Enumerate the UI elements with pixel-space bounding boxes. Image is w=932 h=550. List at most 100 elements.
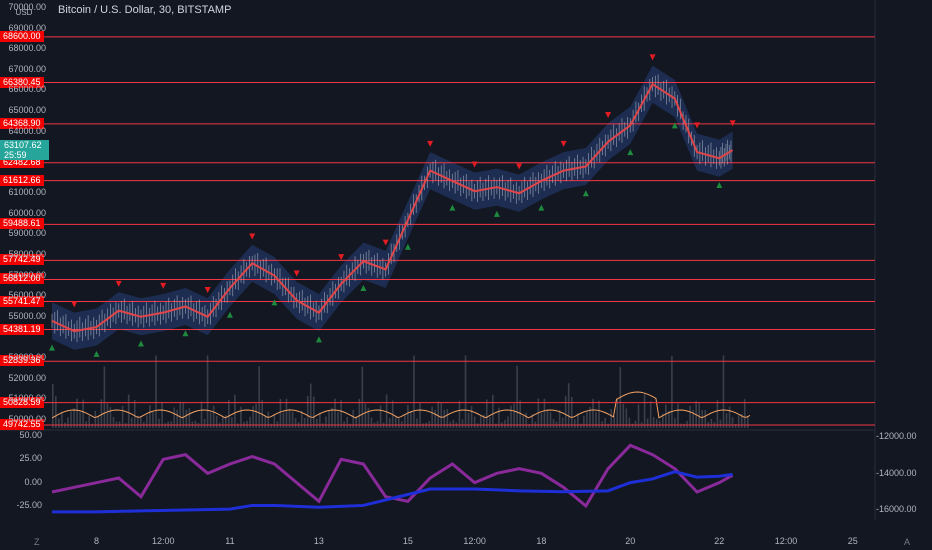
y-tick-label: 60000.00 (8, 207, 46, 218)
volume-bar (149, 405, 151, 428)
y-tick-label: 56000.00 (8, 290, 46, 301)
volume-bar (552, 419, 555, 428)
volume-bar (598, 400, 600, 428)
volume-bar (158, 418, 160, 428)
volume-bar (734, 423, 737, 428)
volume-bar (573, 419, 576, 428)
volume-bar (746, 416, 749, 428)
volume-bar (628, 417, 631, 428)
volume-bar (264, 415, 267, 428)
volume-bar (431, 406, 433, 428)
volume-bar (507, 416, 509, 428)
volume-bar (671, 355, 673, 428)
volume-bar (531, 413, 534, 428)
sell-signal-marker (249, 233, 256, 240)
volume-bar (725, 413, 728, 428)
buy-signal-marker (226, 311, 233, 318)
buy-signal-marker (315, 336, 322, 343)
volume-bar (136, 415, 139, 428)
volume-bar (731, 417, 734, 428)
level-label: 66380.45 (0, 76, 44, 88)
sell-signal-marker (293, 270, 300, 277)
volume-bar (300, 410, 303, 428)
x-tick-label: 8 (93, 536, 99, 546)
volume-bar (674, 418, 676, 428)
volume-bar (252, 406, 254, 428)
volume-bar (237, 423, 239, 428)
volume-bar (279, 398, 282, 428)
chart-title: Bitcoin / U.S. Dollar, 30, BITSTAMP (58, 4, 232, 16)
volume-bar (737, 415, 740, 428)
volume-bar (288, 408, 291, 428)
volume-bar (188, 408, 191, 428)
volume-bar (194, 420, 197, 428)
volume-bar (643, 394, 646, 428)
volume-bar (164, 423, 166, 428)
volume-bar (589, 407, 591, 428)
y-tick-label: 53000.00 (8, 351, 46, 362)
volume-bar (316, 418, 318, 428)
volume-bar (522, 415, 524, 428)
volume-bar (127, 394, 130, 428)
volume-bar (634, 420, 637, 428)
zoom-icon[interactable]: Z (34, 537, 40, 547)
volume-bar (680, 423, 682, 428)
y-tick-label: 70000.00 (8, 2, 46, 12)
volume-bar (625, 408, 628, 428)
volume-bar (716, 400, 719, 428)
sell-signal-marker (560, 140, 567, 147)
buy-signal-marker (360, 284, 367, 291)
volume-bar (76, 398, 78, 428)
volume-bar (485, 399, 488, 428)
volume-bar (495, 423, 497, 428)
volume-bar (689, 405, 691, 428)
volume-bar (146, 415, 148, 428)
volume-bar (683, 423, 685, 428)
volume-bar (649, 401, 652, 428)
y-tick-label: 58000.00 (8, 249, 46, 260)
y-tick-label: 51000.00 (8, 393, 46, 404)
volume-bar (561, 417, 564, 428)
level-label: 57742.49 (0, 254, 44, 266)
volume-bar (397, 418, 400, 428)
volume-bar (622, 403, 625, 428)
volume-bar (97, 415, 100, 428)
volume-bar (240, 406, 242, 428)
price-band (52, 65, 733, 350)
volume-bar (309, 383, 312, 428)
volume-bar (558, 410, 561, 428)
volume-bar (234, 394, 236, 428)
volume-bar (655, 419, 658, 428)
y-tick-label: 65000.00 (8, 104, 46, 115)
current-price-badge: 63107.62 25:59 (0, 140, 49, 160)
volume-bar (701, 409, 704, 428)
volume-bar (228, 399, 230, 428)
buy-signal-marker (627, 149, 634, 156)
volume-bar (312, 396, 315, 428)
volume-bar (270, 423, 273, 428)
buy-signal-marker (716, 182, 723, 189)
volume-bar (67, 417, 69, 428)
volume-bar (467, 412, 470, 428)
volume-bar (519, 400, 521, 428)
volume-bar (516, 365, 518, 428)
volume-bar (743, 399, 746, 428)
sell-signal-marker (338, 254, 345, 261)
volume-bar (385, 394, 388, 428)
volume-bar (182, 402, 185, 428)
level-label: 55741.47 (0, 295, 44, 307)
volume-bar (82, 399, 84, 428)
y-tick-label: 61000.00 (8, 187, 46, 198)
volume-bar (549, 412, 552, 428)
buy-signal-marker (182, 330, 189, 337)
volume-bar (580, 423, 582, 428)
y-tick-label: 50000.00 (8, 413, 46, 424)
volume-bar (173, 407, 175, 428)
volume-bar (355, 416, 358, 428)
auto-scale-icon[interactable]: A (904, 537, 911, 547)
volume-bar (364, 403, 367, 428)
level-label: 54381.19 (0, 323, 44, 335)
volume-bar (413, 355, 415, 428)
buy-signal-marker (404, 243, 411, 250)
